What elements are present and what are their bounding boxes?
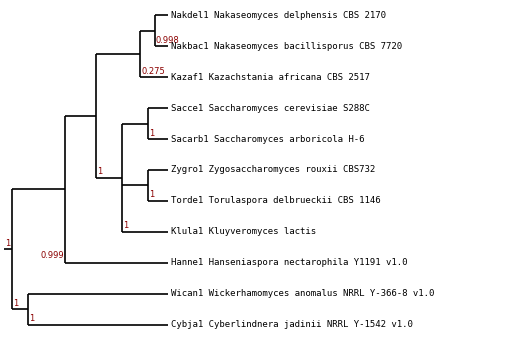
Text: Wican1 Wickerhamomyces anomalus NRRL Y-366-8 v1.0: Wican1 Wickerhamomyces anomalus NRRL Y-3… bbox=[171, 289, 435, 298]
Text: Sacarb1 Saccharomyces arboricola H-6: Sacarb1 Saccharomyces arboricola H-6 bbox=[171, 135, 365, 143]
Text: Torde1 Torulaspora delbrueckii CBS 1146: Torde1 Torulaspora delbrueckii CBS 1146 bbox=[171, 197, 381, 205]
Text: 1: 1 bbox=[123, 221, 128, 230]
Text: Hanne1 Hanseniaspora nectarophila Y1191 v1.0: Hanne1 Hanseniaspora nectarophila Y1191 … bbox=[171, 258, 408, 267]
Text: 0.999: 0.999 bbox=[40, 251, 64, 260]
Text: Kazaf1 Kazachstania africana CBS 2517: Kazaf1 Kazachstania africana CBS 2517 bbox=[171, 73, 370, 82]
Text: Cybja1 Cyberlindnera jadinii NRRL Y-1542 v1.0: Cybja1 Cyberlindnera jadinii NRRL Y-1542… bbox=[171, 320, 413, 329]
Text: 1: 1 bbox=[97, 167, 102, 176]
Text: 1: 1 bbox=[29, 314, 34, 323]
Text: Zygro1 Zygosaccharomyces rouxii CBS732: Zygro1 Zygosaccharomyces rouxii CBS732 bbox=[171, 166, 375, 174]
Text: Nakbac1 Nakaseomyces bacillisporus CBS 7720: Nakbac1 Nakaseomyces bacillisporus CBS 7… bbox=[171, 42, 402, 51]
Text: 1: 1 bbox=[149, 129, 154, 138]
Text: Nakdel1 Nakaseomyces delphensis CBS 2170: Nakdel1 Nakaseomyces delphensis CBS 2170 bbox=[171, 11, 386, 20]
Text: 1: 1 bbox=[5, 239, 10, 248]
Text: 0.998: 0.998 bbox=[156, 36, 180, 45]
Text: 1: 1 bbox=[149, 190, 154, 199]
Text: 1: 1 bbox=[13, 299, 18, 308]
Text: Sacce1 Saccharomyces cerevisiae S288C: Sacce1 Saccharomyces cerevisiae S288C bbox=[171, 104, 370, 113]
Text: 0.275: 0.275 bbox=[141, 67, 165, 76]
Text: Klula1 Kluyveromyces lactis: Klula1 Kluyveromyces lactis bbox=[171, 227, 316, 236]
